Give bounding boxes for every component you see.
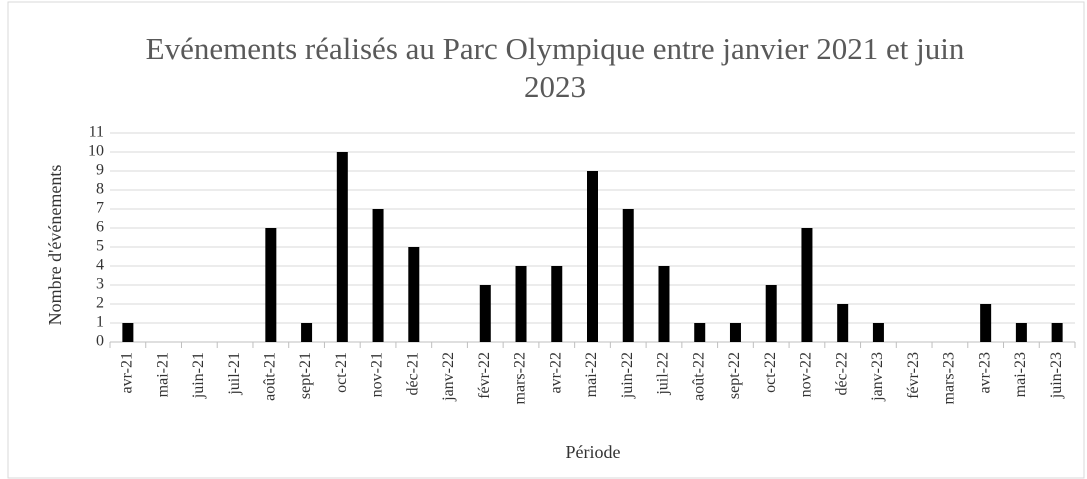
x-tick-label: août-22 [690,352,707,401]
y-tick-label: 2 [96,295,104,312]
x-tick-label: juil-21 [226,352,243,396]
bar [658,266,670,342]
y-tick-label: 9 [96,162,104,179]
x-tick-label: mai-22 [583,352,600,397]
y-tick-label: 5 [96,238,104,255]
x-tick-label: nov-21 [369,352,386,397]
chart-title: Evénements réalisés au Parc Olympique en… [145,31,965,104]
bar [765,285,777,342]
y-tick-label: 7 [96,200,104,217]
x-tick-label: juin-23 [1048,352,1065,399]
x-tick-label: nov-22 [798,352,815,397]
x-tick-label: déc-21 [404,352,421,396]
x-tick-label: mars-23 [941,352,958,404]
bar [801,228,813,342]
y-tick-label: 1 [96,314,104,331]
x-tick-label: janv-22 [440,352,457,402]
y-tick-label: 10 [88,143,104,160]
x-tick-label: avr-23 [976,352,993,393]
x-tick-label: déc-22 [833,352,850,396]
bar [479,285,491,342]
bar [729,323,741,342]
x-tick-label: juin-22 [619,352,636,399]
x-tick-label: juil-22 [655,352,672,396]
bar [551,266,563,342]
x-tick-label: janv-23 [869,352,886,402]
bar [587,171,598,342]
x-tick-label: avr-22 [547,352,564,393]
y-tick-label: 11 [89,124,104,141]
bar [515,266,527,342]
y-tick-label: 4 [96,257,104,274]
bar [694,323,706,342]
bar [980,304,992,342]
x-tick-label: mai-21 [154,352,171,397]
bar [1051,323,1063,342]
x-tick-label: juin-21 [190,352,207,399]
bar [265,228,277,342]
x-axis-title: Période [566,442,621,462]
y-tick-label: 3 [96,276,104,293]
x-tick-label: mai-23 [1012,352,1029,397]
bar [622,209,634,342]
x-tick-label: sept-21 [297,352,314,399]
bar [336,152,348,342]
bar [301,323,313,342]
bar [1015,323,1027,342]
x-tick-label: oct-21 [333,352,350,393]
x-tick-label: oct-22 [762,352,779,393]
bar [408,247,420,342]
x-tick-label: mars-22 [512,352,529,404]
x-tick-label: avr-21 [119,352,136,393]
chart-frame [7,1,1085,479]
y-tick-label: 6 [96,219,104,236]
bar [122,323,134,342]
y-tick-label: 0 [96,333,104,350]
y-tick-label: 8 [96,181,104,198]
bar [837,304,849,342]
x-tick-label: févr-22 [476,352,493,399]
bar [372,209,384,342]
bar [872,323,884,342]
x-tick-label: août-21 [262,352,279,401]
y-axis-title: Nombre d'événements [45,165,65,326]
x-tick-label: sept-22 [726,352,743,399]
x-tick-label: févr-23 [905,352,922,399]
